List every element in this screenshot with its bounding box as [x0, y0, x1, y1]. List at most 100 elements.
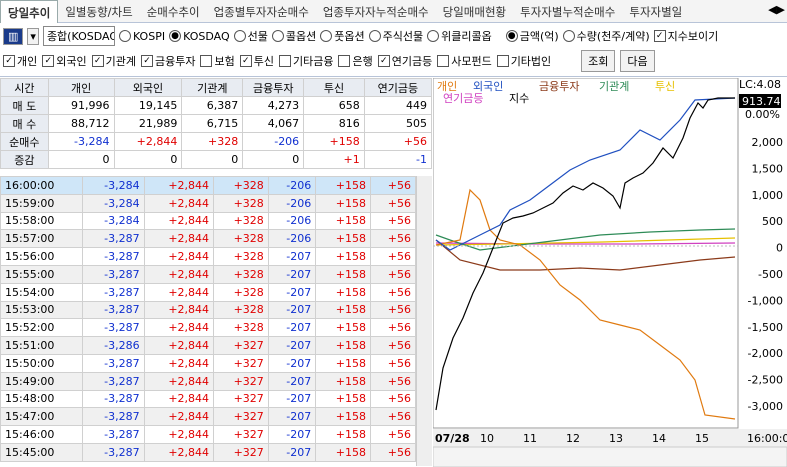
code-input[interactable]: 종합(KOSDAQ: [42, 26, 115, 46]
cell: 0: [47, 150, 115, 169]
scrollbar[interactable]: [416, 176, 432, 466]
option[interactable]: ✓ 금융투자: [141, 53, 195, 69]
tab[interactable]: 업종투자자누적순매수: [322, 5, 429, 19]
option-label: 기관계: [105, 55, 136, 68]
cell: +158: [315, 425, 371, 444]
tab[interactable]: 투자자별일: [629, 5, 683, 19]
time-row[interactable]: 15:46:00 -3,287 +2,844 +327 -207 +158 +56: [0, 425, 417, 444]
cell: +2,844: [143, 247, 215, 266]
cell: 91,996: [47, 96, 115, 115]
cell: 21,989: [113, 114, 183, 133]
time-row[interactable]: 15:45:00 -3,287 +2,844 +327 -207 +158 +56: [0, 442, 417, 462]
option[interactable]: 수량(천주/계약): [562, 28, 650, 44]
time: 15:52:00: [0, 318, 83, 338]
time-row[interactable]: 16:00:00 -3,284 +2,844 +328 -206 +158 +56: [0, 176, 417, 195]
cell: +2,844: [113, 132, 183, 151]
cell: +158: [315, 318, 371, 338]
cell: +158: [315, 229, 371, 249]
tab[interactable]: 업종별투자자순매수: [213, 5, 309, 19]
time-row[interactable]: 15:54:00 -3,287 +2,844 +328 -207 +158 +56: [0, 282, 417, 302]
cell: +328: [213, 247, 269, 266]
tab[interactable]: 순매수추이: [146, 5, 200, 19]
cell: -207: [267, 300, 317, 320]
option[interactable]: 위클리콜옵: [427, 28, 492, 44]
option[interactable]: ✓ 연기금등: [377, 53, 432, 69]
tab-arrows[interactable]: ◀▶: [768, 3, 785, 16]
y-tick-label: -2,500: [748, 374, 783, 387]
option[interactable]: 은행: [338, 53, 373, 69]
time-row[interactable]: 15:57:00 -3,287 +2,844 +328 -206 +158 +56: [0, 229, 417, 249]
option[interactable]: 보험: [200, 53, 235, 69]
cell: +2,844: [143, 389, 215, 409]
cell: +158: [315, 442, 371, 462]
menu-icon[interactable]: ▥: [3, 27, 24, 45]
option[interactable]: 주식선물: [368, 28, 423, 44]
cell: +2,844: [143, 176, 215, 195]
cell: -3,286: [81, 336, 145, 355]
cell: +56: [369, 371, 417, 391]
time-row[interactable]: 15:51:00 -3,286 +2,844 +327 -207 +158 +56: [0, 336, 417, 355]
option[interactable]: ● KOSDAQ: [169, 30, 230, 43]
option[interactable]: 기타금융: [278, 53, 333, 69]
cell: +327: [213, 336, 269, 355]
option[interactable]: 선물: [233, 28, 268, 44]
divider: [0, 76, 787, 77]
tab[interactable]: 투자자별누적순매수: [520, 5, 616, 19]
option[interactable]: ✓ 개인: [3, 53, 37, 69]
option-label: 금액(억): [519, 30, 559, 43]
option[interactable]: 기타법인: [496, 53, 551, 69]
button[interactable]: 조회: [581, 50, 616, 72]
summary-row: 매 수 88,712 21,989 6,715 4,067 816 505: [0, 114, 433, 133]
cell: -207: [267, 407, 317, 427]
time: 15:47:00: [0, 407, 83, 427]
time-row[interactable]: 15:53:00 -3,287 +2,844 +328 -207 +158 +56: [0, 300, 417, 320]
chart-scrollbar[interactable]: [433, 446, 787, 467]
time-row[interactable]: 15:55:00 -3,287 +2,844 +328 -207 +158 +56: [0, 264, 417, 284]
time-row[interactable]: 15:56:00 -3,287 +2,844 +328 -207 +158 +56: [0, 247, 417, 266]
option[interactable]: ✓ 기관계: [91, 53, 136, 69]
dropdown[interactable]: ▾: [27, 27, 39, 45]
option[interactable]: 사모펀드: [437, 53, 492, 69]
cell: +328: [213, 211, 269, 231]
time-row[interactable]: 15:50:00 -3,287 +2,844 +327 -207 +158 +56: [0, 353, 417, 373]
button[interactable]: 다음: [620, 50, 655, 72]
option[interactable]: KOSPI: [118, 30, 165, 43]
x-tick-label: 16:00:0: [747, 432, 787, 445]
radio: [271, 30, 284, 42]
checkbox: ✓: [42, 55, 55, 67]
cell: 658: [303, 96, 365, 115]
option[interactable]: 풋옵션: [320, 28, 365, 44]
time-row[interactable]: 15:47:00 -3,287 +2,844 +327 -207 +158 +56: [0, 407, 417, 427]
option[interactable]: 콜옵션: [271, 28, 316, 44]
option[interactable]: ✓ 투신: [239, 53, 274, 69]
time: 15:45:00: [0, 442, 83, 462]
row-header: 순매수: [0, 132, 49, 151]
time: 15:57:00: [0, 229, 83, 249]
index-box: [739, 94, 781, 108]
legend-entry: 투신: [655, 80, 675, 93]
cell: +56: [369, 353, 417, 373]
option[interactable]: ✓ 외국인: [42, 53, 87, 69]
time-row[interactable]: 15:48:00 -3,287 +2,844 +327 -207 +158 +56: [0, 389, 417, 409]
time: 15:54:00: [0, 282, 83, 302]
time-row[interactable]: 15:49:00 -3,287 +2,844 +327 -207 +158 +56: [0, 371, 417, 391]
checkbox: [200, 55, 213, 67]
y-tick-label: -1,500: [748, 321, 783, 334]
option-label: 풋옵션: [334, 30, 365, 43]
line: [435, 188, 736, 420]
cell: +158: [315, 336, 371, 355]
option[interactable]: ● 금액(억): [505, 28, 559, 44]
option[interactable]: ✓ 지수보이기: [653, 28, 718, 44]
column-header: 기관계: [181, 78, 244, 97]
tab[interactable]: 당일추이: [0, 0, 59, 23]
tab[interactable]: 일별동향/차트: [65, 5, 133, 19]
cell: +2,844: [143, 336, 215, 355]
cell: +327: [213, 371, 269, 391]
time-row[interactable]: 15:52:00 -3,287 +2,844 +328 -207 +158 +56: [0, 318, 417, 338]
cell: +2,844: [143, 300, 215, 320]
cell: 88,712: [47, 114, 115, 133]
tab[interactable]: 당일매매현황: [442, 5, 507, 19]
time-row[interactable]: 15:59:00 -3,284 +2,844 +328 -206 +158 +56: [0, 193, 417, 213]
cell: +2,844: [143, 318, 215, 338]
time-row[interactable]: 15:58:00 -3,284 +2,844 +328 -206 +158 +56: [0, 211, 417, 231]
